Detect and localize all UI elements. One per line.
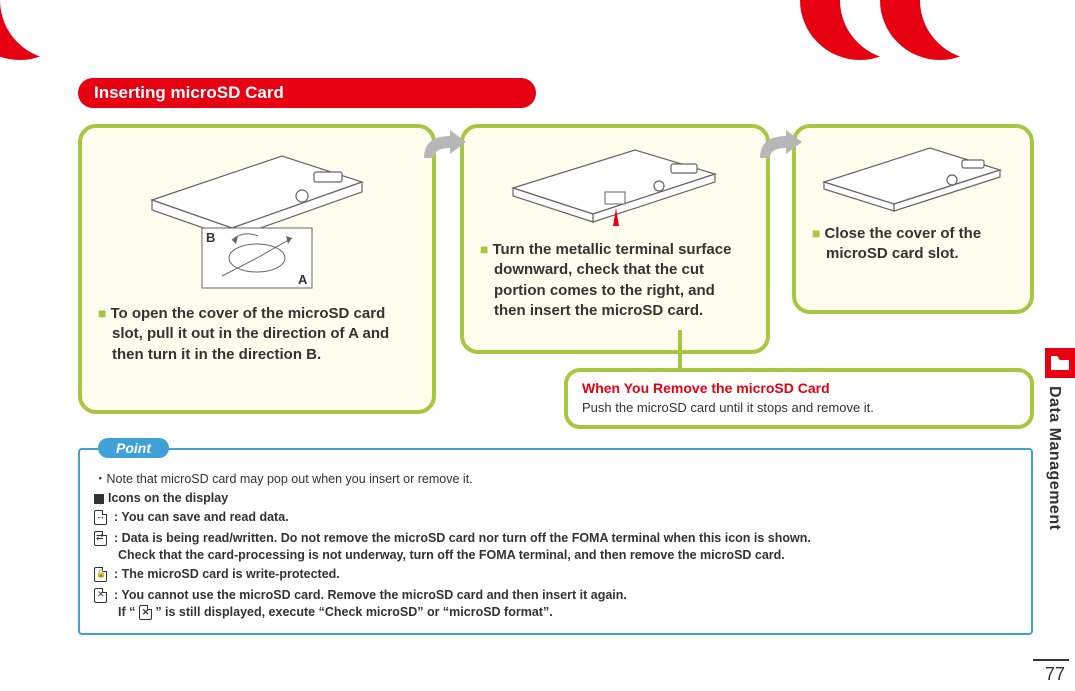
- point-bullet: ・Note that microSD card may pop out when…: [94, 468, 1017, 487]
- callout-body: Push the microSD card until it stops and…: [582, 400, 1016, 415]
- folder-icon: [1045, 348, 1075, 378]
- header-ripples: [0, 0, 1075, 60]
- step3-text: ■Close the cover of the microSD card slo…: [812, 224, 1014, 265]
- step-card-2: ■Turn the metallic terminal surface down…: [460, 124, 770, 354]
- step2-illustration: [480, 138, 750, 234]
- point-icons-header: Icons on the display: [94, 491, 1017, 505]
- chapter-side-tab: Data Management: [1045, 348, 1075, 578]
- step1-text: ■To open the cover of the microSD card s…: [98, 304, 416, 365]
- diagram-label-b: B: [206, 230, 215, 245]
- step-card-1: A B ■To open the cover of the microSD ca…: [78, 124, 436, 414]
- point-row-3: : The microSD card is write-protected.: [94, 566, 1017, 585]
- callout-title: When You Remove the microSD Card: [582, 380, 1016, 396]
- point-tab: Point: [98, 438, 169, 458]
- callout-box: When You Remove the microSD Card Push th…: [564, 368, 1034, 429]
- sd-read-icon: [94, 510, 107, 525]
- sd-lock-icon: [94, 567, 107, 582]
- point-box: Point ・Note that microSD card may pop ou…: [78, 448, 1033, 635]
- sd-rw-icon: [94, 531, 107, 546]
- step-card-3: ■Close the cover of the microSD card slo…: [792, 124, 1034, 314]
- step2-text: ■Turn the metallic terminal surface down…: [480, 240, 750, 321]
- step3-illustration: [812, 138, 1014, 218]
- point-row-2: : Data is being read/written. Do not rem…: [94, 530, 1017, 564]
- sd-error-inline-icon: [139, 605, 152, 620]
- page-number-line: [1033, 659, 1069, 661]
- step-arrow-2-icon: [756, 128, 806, 164]
- diagram-label-a: A: [298, 272, 308, 287]
- step1-illustration: A B: [98, 138, 416, 298]
- step-arrow-1-icon: [420, 128, 470, 164]
- page-number: 77: [1045, 664, 1065, 685]
- sd-error-icon: [94, 588, 107, 603]
- point-row-1: : You can save and read data.: [94, 509, 1017, 528]
- point-row-4: : You cannot use the microSD card. Remov…: [94, 587, 1017, 621]
- section-title: Inserting microSD Card: [78, 78, 536, 108]
- chapter-label: Data Management: [1045, 386, 1063, 530]
